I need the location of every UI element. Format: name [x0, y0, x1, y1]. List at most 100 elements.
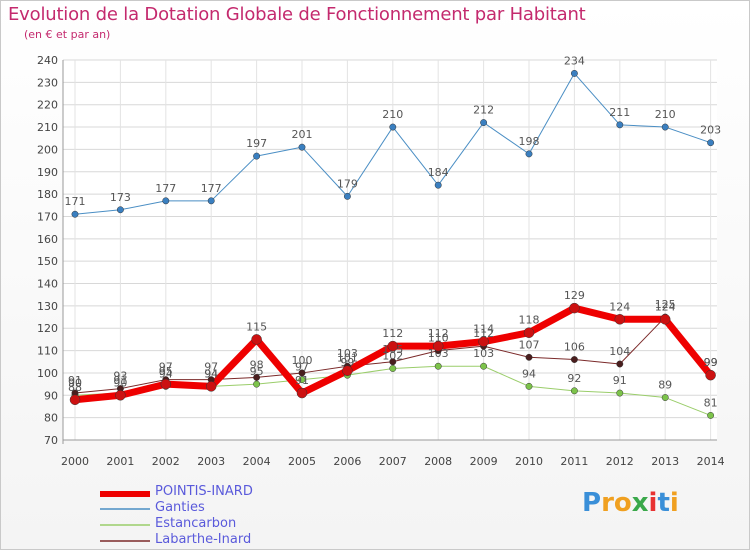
data-point: [432, 340, 444, 352]
legend-label-labarthe-inard: Labarthe-Inard: [155, 532, 252, 547]
data-label: 112: [428, 327, 449, 340]
data-label: 118: [519, 314, 540, 327]
data-label: 112: [382, 327, 403, 340]
data-point: [480, 362, 488, 370]
data-point: [707, 411, 715, 419]
data-point: [162, 197, 170, 205]
data-label: 125: [655, 298, 676, 311]
data-point: [389, 358, 397, 366]
data-point: [478, 336, 489, 347]
logo-letter: x: [631, 488, 649, 518]
data-label: 210: [382, 108, 403, 121]
data-label: 93: [113, 370, 127, 383]
data-label: 101: [337, 352, 358, 365]
data-label: 91: [295, 374, 309, 387]
legend-label-pointis-inard: POINTIS-INARD: [155, 484, 253, 499]
y-tick-label: 170: [37, 210, 58, 223]
data-point: [298, 143, 306, 151]
data-label: 114: [473, 323, 494, 336]
x-tick-label: 2012: [606, 455, 634, 468]
logo-letter: t: [657, 488, 670, 518]
data-label: 177: [201, 182, 222, 195]
data-label: 95: [250, 365, 264, 378]
data-label: 102: [382, 349, 403, 362]
legend-swatch-ganties: [100, 508, 150, 510]
y-tick-label: 160: [37, 233, 58, 246]
data-point: [523, 327, 535, 338]
legend-swatch-estancarbon: [100, 524, 150, 526]
data-point: [659, 314, 671, 325]
legend: POINTIS-INARD Ganties Estancarbon Labart…: [100, 484, 400, 548]
data-label: 201: [292, 128, 313, 141]
chart-title: Evolution de la Dotation Globale de Fonc…: [8, 4, 586, 25]
logo-letter: i: [648, 488, 658, 518]
data-point: [661, 394, 669, 401]
data-point: [296, 387, 308, 399]
data-label: 91: [613, 374, 627, 387]
data-point: [253, 373, 261, 381]
data-point: [71, 210, 79, 218]
y-tick-label: 200: [37, 143, 58, 156]
data-label: 107: [519, 338, 540, 351]
data-label: 92: [567, 372, 581, 385]
data-point: [343, 192, 351, 200]
y-tick-label: 70: [44, 434, 58, 447]
data-label: 89: [658, 379, 672, 392]
data-point: [570, 356, 578, 363]
logo-letter: r: [601, 488, 614, 518]
y-tick-label: 90: [44, 389, 58, 402]
y-tick-label: 100: [37, 367, 58, 380]
data-label: 94: [204, 367, 218, 380]
data-point: [253, 380, 261, 388]
legend-label-ganties: Ganties: [155, 500, 205, 515]
data-label: 179: [337, 177, 358, 190]
legend-item-ganties: Ganties: [100, 500, 400, 516]
data-point: [298, 376, 306, 384]
data-point: [251, 334, 262, 345]
y-tick-label: 190: [37, 166, 58, 179]
logo-letter: o: [613, 488, 632, 518]
x-tick-label: 2001: [106, 455, 134, 468]
data-label: 110: [428, 332, 449, 345]
x-tick-label: 2003: [197, 455, 225, 468]
data-label: 104: [609, 345, 630, 358]
x-tick-label: 2006: [333, 455, 361, 468]
data-label: 99: [704, 356, 718, 369]
logo-letter: i: [669, 488, 679, 518]
y-tick-label: 150: [37, 255, 58, 268]
data-point: [342, 365, 353, 376]
data-label: 94: [204, 367, 218, 380]
data-point: [705, 369, 716, 381]
data-label: 124: [609, 300, 630, 313]
data-label: 91: [113, 374, 127, 387]
data-label: 211: [609, 106, 630, 119]
data-point: [661, 123, 669, 131]
data-point: [480, 119, 488, 127]
data-label: 91: [68, 374, 82, 387]
y-tick-label: 240: [37, 54, 58, 67]
data-label: 210: [655, 108, 676, 121]
data-point: [434, 181, 442, 189]
x-tick-label: 2014: [697, 455, 725, 468]
data-point: [707, 139, 715, 147]
data-point: [570, 69, 578, 77]
data-label: 100: [292, 354, 313, 367]
x-tick-label: 2010: [515, 455, 543, 468]
data-point: [205, 381, 217, 392]
data-label: 129: [564, 289, 585, 302]
x-tick-label: 2005: [288, 455, 316, 468]
data-label: 106: [564, 341, 585, 354]
data-label: 234: [564, 54, 585, 67]
y-tick-label: 220: [37, 99, 58, 112]
data-point: [298, 369, 306, 377]
x-tick-label: 2009: [470, 455, 498, 468]
y-tick-label: 130: [37, 300, 58, 313]
data-point: [616, 121, 624, 129]
data-label: 81: [704, 396, 718, 409]
legend-item-labarthe-inard: Labarthe-Inard: [100, 532, 400, 548]
data-label: 115: [246, 320, 267, 333]
data-label: 184: [428, 166, 449, 179]
data-point: [525, 150, 533, 158]
data-label: 97: [159, 361, 173, 374]
y-tick-label: 210: [37, 121, 58, 134]
